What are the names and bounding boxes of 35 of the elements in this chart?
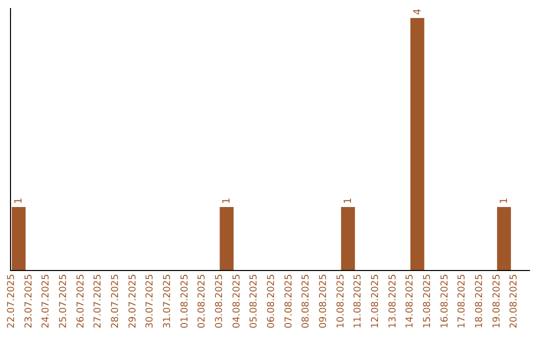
x-tick-label: 07.08.2025 xyxy=(283,274,294,328)
x-tick-label: 08.08.2025 xyxy=(300,274,312,328)
x-tick-label: 24.07.2025 xyxy=(40,274,52,328)
x-tick-label: 25.07.2025 xyxy=(58,274,69,328)
x-tick-label: 22.07.2025 xyxy=(6,274,17,328)
x-tick-label: 02.08.2025 xyxy=(196,274,208,328)
x-tick-label: 01.08.2025 xyxy=(179,274,190,328)
x-tick-label: 09.08.2025 xyxy=(318,274,329,328)
data-label: 1 xyxy=(499,198,510,204)
x-tick-label: 30.07.2025 xyxy=(144,274,156,328)
x-tick-label: 17.08.2025 xyxy=(456,274,468,328)
x-tick-label: 14.08.2025 xyxy=(404,274,416,328)
x-tick-label: 20.08.2025 xyxy=(508,274,520,328)
x-tick-label: 26.07.2025 xyxy=(75,274,86,328)
x-tick-label: 13.08.2025 xyxy=(387,274,398,328)
data-label: 1 xyxy=(14,198,25,204)
data-label: 4 xyxy=(412,8,424,15)
x-tick-label: 12.08.2025 xyxy=(370,274,381,328)
x-tick-label: 31.07.2025 xyxy=(162,274,173,328)
x-tick-label: 23.07.2025 xyxy=(23,274,34,328)
x-tick-label: 16.08.2025 xyxy=(439,274,450,328)
x-tick-label: 04.08.2025 xyxy=(231,274,242,328)
data-label: 1 xyxy=(222,198,233,204)
x-tick-label: 11.08.2025 xyxy=(352,274,364,328)
x-tick-label: 06.08.2025 xyxy=(266,274,277,328)
x-tick-label: 28.07.2025 xyxy=(110,274,121,328)
x-tick-label: 15.08.2025 xyxy=(422,274,433,328)
data-label: 1 xyxy=(343,198,354,204)
x-tick-label: 27.07.2025 xyxy=(92,274,104,328)
x-tick-label: 29.07.2025 xyxy=(127,274,138,328)
x-tick-label: 10.08.2025 xyxy=(335,274,346,328)
x-tick-label: 19.08.2025 xyxy=(491,274,502,328)
x-tick-label: 03.08.2025 xyxy=(214,274,225,328)
x-tick-label: 18.08.2025 xyxy=(474,274,485,328)
x-tick-label: 05.08.2025 xyxy=(248,274,260,328)
